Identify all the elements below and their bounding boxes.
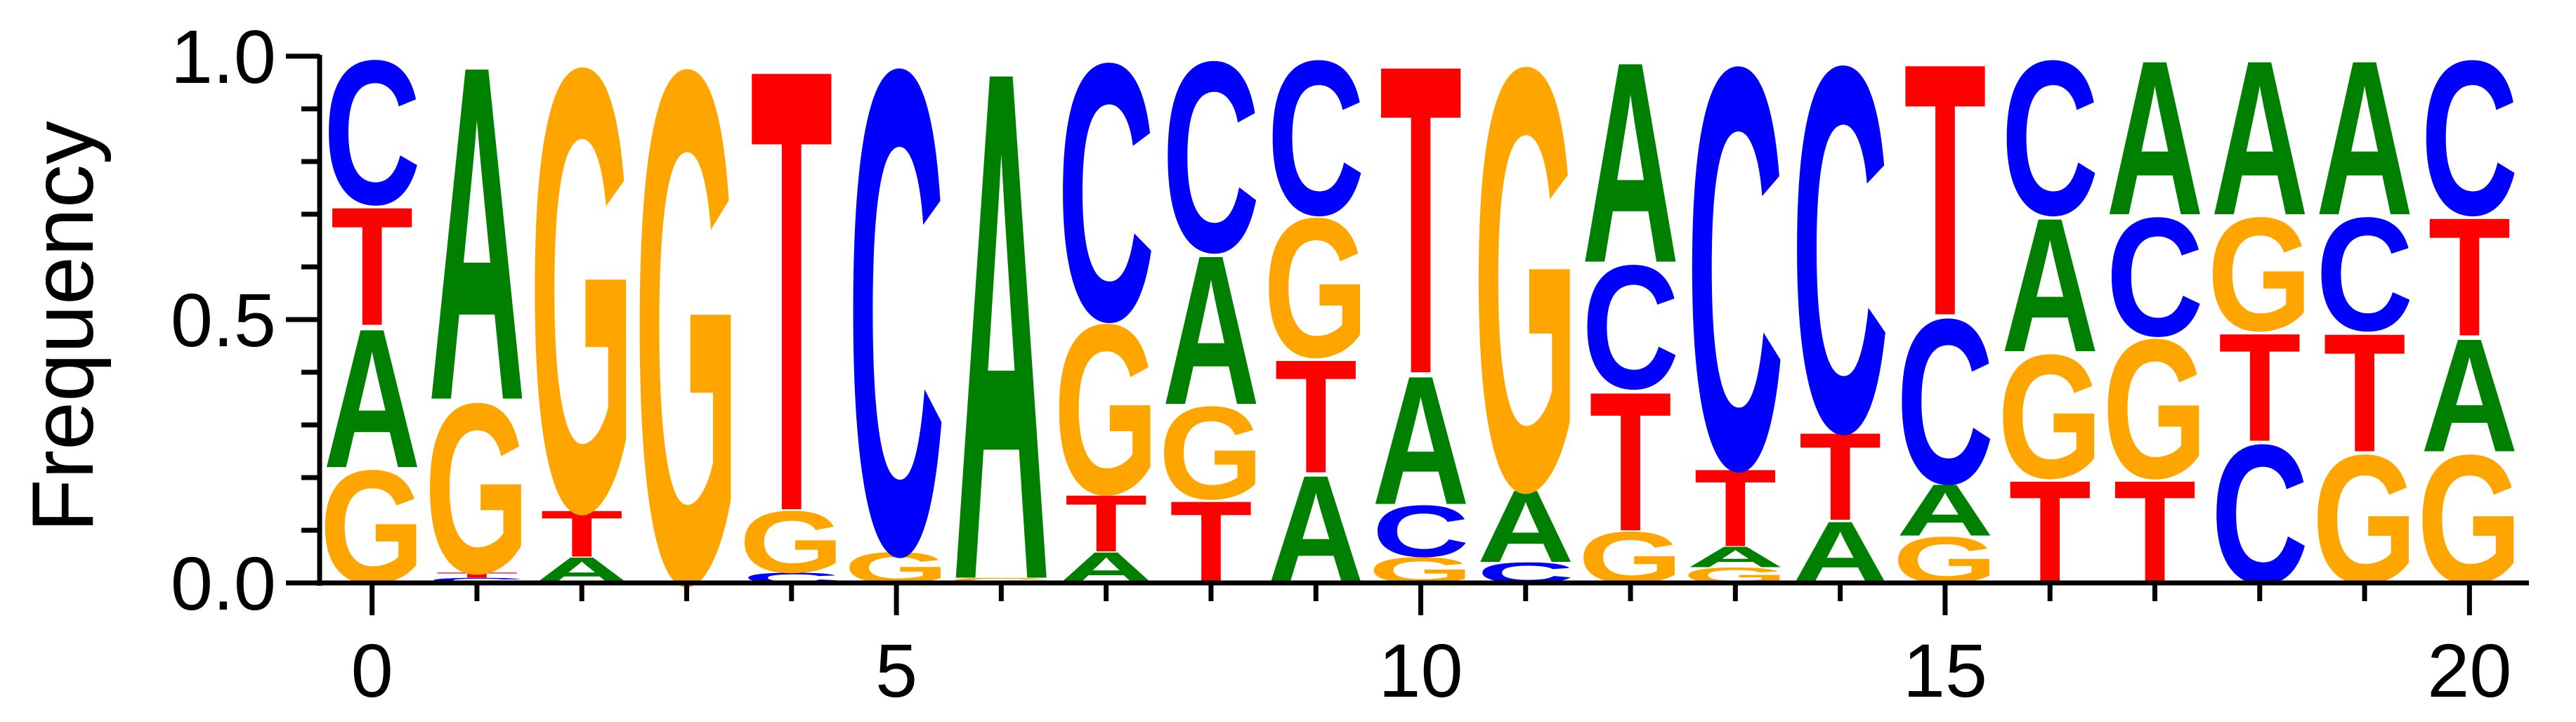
logo-letter-A-pos-1: A (428, 0, 525, 501)
logo-letter-C-pos-20: C (2421, 15, 2518, 262)
logo-letter-C-pos-17: C (2106, 183, 2204, 372)
x-tick-label: 0 (351, 628, 393, 713)
logo-letter-A-pos-8: A (1163, 211, 1260, 449)
logo-letter-G-pos-4: G (739, 493, 844, 591)
logo-letter-T-pos-12: T (1589, 351, 1671, 573)
logo-letter-G-pos-17: G (2103, 298, 2208, 520)
logo-letter-C-pos-7: C (1057, 0, 1155, 398)
y-tick-label: 0.0 (171, 541, 276, 626)
logo-letter-A-pos-12: A (1582, 2, 1680, 323)
logo-letter-G-pos-9: G (1263, 178, 1368, 400)
logo-letter-A-pos-6: A (953, 0, 1050, 722)
logo-letter-C-pos-13: C (1687, 0, 1784, 589)
logo-letter-T-pos-20: T (2428, 183, 2511, 372)
logo-letter-C-pos-16: C (2001, 15, 2099, 262)
logo-letter-A-pos-15: A (1897, 469, 1994, 551)
logo-letter-T-pos-14: T (1799, 407, 1881, 547)
logo-letter-C-pos-15: C (1896, 270, 1994, 533)
logo-letter-G-pos-11: G (1473, 0, 1578, 616)
logo-letter-A-pos-10: A (1372, 337, 1470, 543)
logo-letter-T-pos-1: T (436, 571, 518, 579)
logo-letter-A-pos-0: A (323, 288, 421, 510)
logo-letter-A-pos-18: A (2211, 15, 2308, 262)
x-tick-label: 5 (875, 628, 917, 713)
logo-letter-T-pos-19: T (2323, 299, 2405, 488)
logo-letter-G-pos-18: G (2207, 184, 2313, 365)
logo-letter-G-pos-3: G (634, 0, 740, 722)
logo-letter-T-pos-0: T (331, 173, 413, 362)
logo-letter-T-pos-15: T (1904, 0, 1986, 391)
logo-letter-C-pos-12: C (1582, 229, 1680, 426)
logo-letter-T-pos-18: T (2218, 301, 2301, 473)
logo-letter-G-pos-1: G (424, 354, 530, 625)
logo-letter-C-pos-9: C (1267, 15, 1365, 262)
x-ticks: 0 5 10 15 20 (351, 583, 2511, 713)
logo-letter-A-pos-20: A (2421, 305, 2518, 485)
x-tick-label: 15 (1903, 628, 1987, 713)
axes: 0.0 0.5 1.0 0 5 10 15 20 (171, 14, 2529, 713)
logo-letter-C-pos-1: C (429, 577, 526, 585)
logo-letter-A-pos-13: A (1687, 541, 1784, 574)
logo-letter-G-pos-2: G (529, 0, 634, 644)
logo-letter-T-pos-9: T (1274, 326, 1356, 506)
x-tick-label: 10 (1378, 628, 1463, 713)
logo-letter-C-pos-0: C (323, 18, 421, 248)
logo-letter-G-pos-6: G (949, 577, 1054, 585)
logo-letter-C-pos-19: C (2316, 184, 2414, 365)
logo-letter-T-pos-4: T (750, 0, 832, 644)
y-tick-label: 1.0 (171, 14, 276, 99)
logo-letter-A-pos-11: A (1477, 469, 1574, 584)
logo-letter-G-pos-7: G (1054, 275, 1159, 546)
y-tick-label: 0.5 (171, 277, 276, 362)
x-tick-label: 20 (2427, 628, 2511, 713)
logo-letter-A-pos-16: A (2001, 178, 2099, 392)
logo-letter-G-pos-8: G (1158, 380, 1264, 527)
y-ticks: 0.0 0.5 1.0 (171, 14, 320, 626)
logo-letter-C-pos-8: C (1162, 5, 1260, 309)
logo-letter-A-pos-19: A (2316, 15, 2414, 262)
logo-letter-C-pos-10: C (1372, 490, 1470, 572)
logo-letter-T-pos-10: T (1380, 0, 1462, 466)
logo-letter-T-pos-2: T (540, 497, 622, 571)
logo-letter-T-pos-13: T (1694, 447, 1777, 570)
logo-letter-A-pos-17: A (2106, 15, 2204, 262)
y-axis-title: Frequency (15, 121, 112, 532)
logo-letter-G-pos-16: G (1997, 318, 2103, 516)
logo-letter-C-pos-14: C (1791, 0, 1889, 542)
logo-letter-T-pos-7: T (1065, 478, 1147, 569)
